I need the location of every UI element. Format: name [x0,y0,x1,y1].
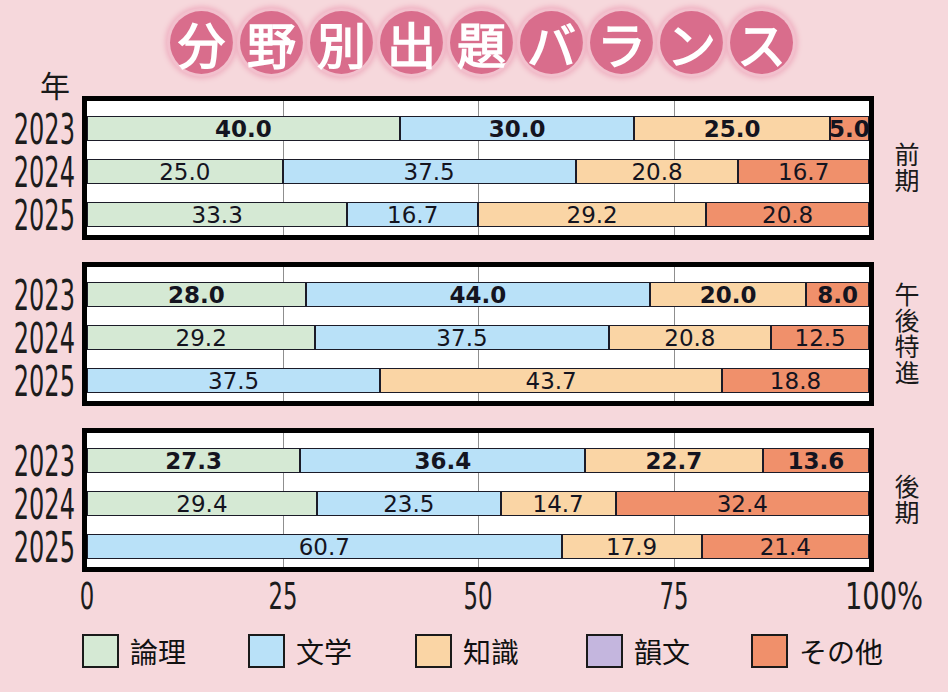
year-label-2024: 2024 [0,149,75,195]
year-label-2025: 2025 [0,192,75,238]
x-tick-75: 75 [659,574,688,618]
legend-item-知識: 知識 [415,631,519,671]
title-char-badge: 題 [450,11,513,74]
year-label-2023: 2023 [0,438,75,484]
segment-知識: 43.7 [380,368,722,393]
title-char-badge: ン [660,11,723,74]
segment-知識: 25.0 [634,116,830,141]
segment-文学: 37.5 [87,368,380,393]
segment-文学: 60.7 [87,534,562,559]
segment-文学: 36.4 [300,448,585,473]
year-label-2025: 2025 [0,358,75,404]
bar-後期-2025: 60.717.921.4 [87,534,869,559]
group-label-前期: 前期 [886,142,922,194]
chart-title: 分野別出題バランス [170,11,793,74]
title-char-badge: バ [520,11,583,74]
segment-知識: 22.7 [585,448,763,473]
segment-論理: 28.0 [87,282,306,307]
legend-label: 韻文 [634,631,690,671]
x-tick-100%: 100% [845,574,923,618]
segment-知識: 17.9 [562,534,702,559]
segment-文学: 16.7 [347,202,478,227]
legend-item-文学: 文学 [248,631,352,671]
year-label-2024: 2024 [0,481,75,527]
segment-文学: 30.0 [400,116,635,141]
segment-知識: 20.8 [609,325,772,350]
title-char-badge: 出 [380,11,443,74]
segment-論理: 25.0 [87,159,283,184]
segment-文学: 23.5 [317,491,501,516]
panel-後期: 27.336.422.713.6 29.423.514.732.4 60.717.9… [82,428,874,572]
bar-前期-2024: 25.037.520.816.7 [87,159,869,184]
segment-文学: 37.5 [315,325,608,350]
legend-item-論理: 論理 [82,631,186,671]
title-char-badge: ス [730,11,793,74]
group-label-後期: 後期 [886,474,922,526]
legend-swatch-知識 [415,634,452,668]
segment-知識: 29.2 [478,202,706,227]
panel-前期: 40.030.025.05.025.037.520.816.733.316.72… [82,96,874,240]
segment-文学: 44.0 [306,282,650,307]
legend-label: その他 [799,631,883,671]
segment-その他: 5.0 [830,116,869,141]
legend-label: 論理 [130,631,186,671]
bar-午後特進-2023: 28.044.020.08.0 [87,282,869,307]
segment-知識: 14.7 [501,491,616,516]
segment-その他: 32.4 [616,491,869,516]
segment-知識: 20.0 [650,282,806,307]
title-char-badge: 分 [170,11,233,74]
legend-label: 文学 [296,631,352,671]
title-char-badge: 別 [310,11,373,74]
segment-論理: 29.4 [87,491,317,516]
bar-後期-2023: 27.336.422.713.6 [87,448,869,473]
year-axis-label: 年 [40,62,70,106]
legend-swatch-その他 [751,634,788,668]
year-label-2025: 2025 [0,524,75,570]
segment-その他: 18.8 [722,368,869,393]
title-char-badge: 野 [240,11,303,74]
segment-その他: 20.8 [706,202,869,227]
segment-その他: 16.7 [738,159,869,184]
x-tick-25: 25 [268,574,297,618]
bar-前期-2025: 33.316.729.220.8 [87,202,869,227]
panel-午後特進: 28.044.020.08.029.237.520.812.537.543.71… [82,262,874,406]
legend-item-その他: その他 [751,631,883,671]
segment-知識: 20.8 [576,159,739,184]
legend-swatch-韻文 [586,634,623,668]
year-label-2023: 2023 [0,106,75,152]
x-tick-0: 0 [80,574,95,618]
bar-前期-2023: 40.030.025.05.0 [87,116,869,141]
legend-label: 知識 [463,631,519,671]
bar-午後特進-2024: 29.237.520.812.5 [87,325,869,350]
x-tick-50: 50 [463,574,492,618]
segment-その他: 8.0 [806,282,869,307]
title-char-badge: ラ [590,11,653,74]
legend-swatch-論理 [82,634,119,668]
legend-item-韻文: 韻文 [586,631,690,671]
bar-後期-2024: 29.423.514.732.4 [87,491,869,516]
segment-論理: 33.3 [87,202,347,227]
bar-午後特進-2025: 37.543.718.8 [87,368,869,393]
segment-その他: 13.6 [763,448,869,473]
year-label-2024: 2024 [0,315,75,361]
year-label-2023: 2023 [0,272,75,318]
segment-論理: 40.0 [87,116,400,141]
segment-文学: 37.5 [283,159,576,184]
segment-論理: 27.3 [87,448,300,473]
segment-論理: 29.2 [87,325,315,350]
segment-その他: 21.4 [702,534,869,559]
legend-swatch-文学 [248,634,285,668]
segment-その他: 12.5 [771,325,869,350]
group-label-午後特進: 午後特進 [886,282,922,386]
